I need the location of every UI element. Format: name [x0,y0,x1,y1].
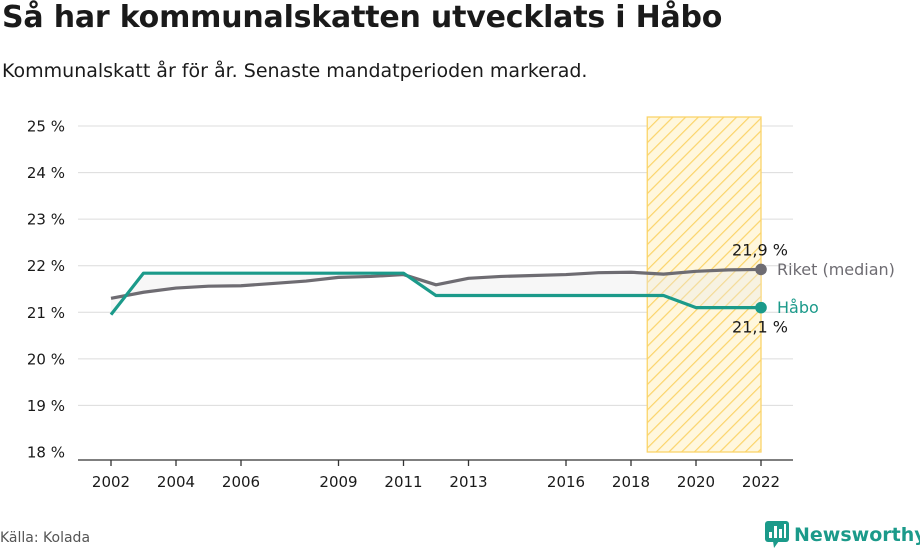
x-tick-label: 2002 [92,473,130,491]
x-tick-label: 2018 [612,473,650,491]
x-tick-label: 2006 [222,473,260,491]
brand-name: Newsworthy [794,524,920,546]
end-value-label-riket: 21,9 % [732,240,788,259]
y-tick-label: 21 % [27,304,65,322]
x-axis: 2002 2004 2006 2009 2011 2013 2016 2018 2020 2022 [78,459,793,491]
y-tick-label: 18 % [27,444,65,462]
x-tick-label: 2004 [157,473,195,491]
y-tick-label: 24 % [27,164,65,182]
end-value-label-habo: 21,1 % [732,318,788,337]
newsworthy-logo-icon [765,521,789,548]
y-tick-label: 25 % [27,118,65,136]
y-tick-label: 22 % [27,257,65,275]
highlight-rect [646,116,762,453]
difference-area [111,269,761,315]
end-point-riket [755,263,767,276]
x-tick-label: 2020 [677,473,715,491]
y-tick-label: 20 % [27,350,65,368]
series-lines [109,267,762,316]
y-axis-labels: 18 % 19 % 20 % 21 % 22 % 23 % 24 % 25 % [27,118,65,462]
chart-title: Så har kommunalskatten utvecklats i Håbo [2,0,723,35]
brand-logo: Newsworthy [764,520,920,550]
y-tick-label: 19 % [27,397,65,415]
x-tick-label: 2011 [384,473,422,491]
chart-subtitle: Kommunalskatt år för år. Senaste mandatp… [2,60,588,82]
series-name-riket: Riket (median) [777,260,895,279]
x-tick-label: 2016 [547,473,585,491]
highlight-period [646,116,762,453]
x-tick-label: 2022 [742,473,780,491]
y-tick-label: 23 % [27,211,65,229]
x-tick-label: 2013 [449,473,487,491]
difference-fill [111,269,761,315]
end-point-habo [755,301,767,314]
source-note: Källa: Kolada [0,530,91,546]
x-tick-label: 2009 [319,473,357,491]
series-line-habo [109,271,761,316]
series-line-riket [110,267,762,300]
series-name-habo: Håbo [777,298,819,317]
